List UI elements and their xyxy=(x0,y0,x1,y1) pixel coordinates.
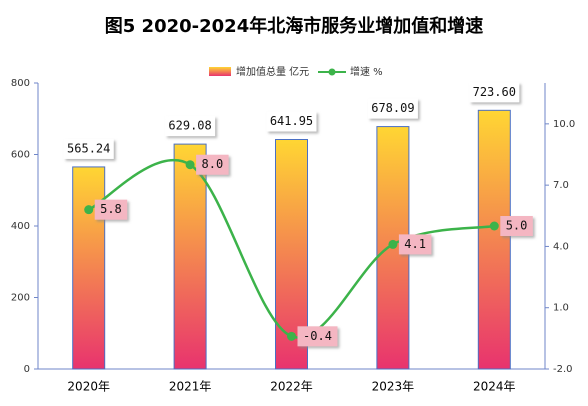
growth-marker xyxy=(185,160,195,170)
growth-label-box xyxy=(398,234,432,255)
value-label-box xyxy=(63,138,114,159)
x-tick-label: 2021年 xyxy=(169,380,212,394)
value-label: 678.09 xyxy=(371,101,414,115)
y-tick-label: 600 xyxy=(11,150,30,161)
bar xyxy=(173,143,207,370)
legend-label: 增加值总量 亿元 xyxy=(236,65,309,78)
value-label-box xyxy=(165,116,216,137)
value-label-box xyxy=(469,82,520,103)
bar xyxy=(477,109,511,370)
y2-tick-label: -2.0 xyxy=(553,364,573,375)
growth-label-box xyxy=(196,154,229,175)
growth-label-box xyxy=(94,199,128,220)
value-label-box xyxy=(266,111,317,132)
value-label: 723.60 xyxy=(473,85,516,99)
growth-label: 5.8 xyxy=(100,202,122,216)
x-tick-label: 2022年 xyxy=(270,380,313,394)
growth-marker xyxy=(489,221,499,231)
x-tick-label: 2023年 xyxy=(372,380,415,394)
chart-title: 图5 2020-2024年北海市服务业增加值和增速 xyxy=(105,15,483,37)
y-tick-label: 200 xyxy=(11,293,30,304)
growth-label: 4.1 xyxy=(404,237,426,251)
growth-label: -0.4 xyxy=(303,329,332,343)
y2-tick-label: 10.0 xyxy=(553,119,575,130)
legend-label: 增速 % xyxy=(350,65,383,78)
growth-marker xyxy=(287,331,296,341)
growth-label: 5.0 xyxy=(506,219,528,233)
growth-label: 8.0 xyxy=(202,157,224,171)
y2-tick-label: 1.0 xyxy=(553,303,569,314)
x-tick-label: 2020年 xyxy=(67,380,110,394)
value-label: 641.95 xyxy=(270,114,313,128)
y2-tick-label: 4.0 xyxy=(553,241,569,252)
value-label-box xyxy=(367,98,418,119)
growth-marker xyxy=(84,205,94,215)
legend-marker xyxy=(328,68,336,76)
y-tick-label: 0 xyxy=(24,364,30,375)
growth-label-box xyxy=(500,216,533,236)
y2-tick-label: 7.0 xyxy=(553,180,569,191)
y-tick-label: 800 xyxy=(11,78,30,89)
growth-label-box xyxy=(297,326,338,347)
legend-swatch xyxy=(209,67,231,76)
value-label: 565.24 xyxy=(67,141,110,155)
x-tick-label: 2024年 xyxy=(473,380,516,394)
y-tick-label: 400 xyxy=(11,221,30,232)
growth-marker xyxy=(388,239,398,249)
value-label: 629.08 xyxy=(168,119,211,133)
bar xyxy=(72,166,106,370)
